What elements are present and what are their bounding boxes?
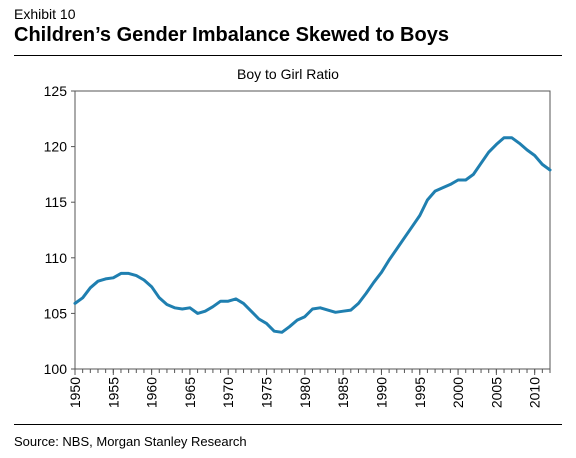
x-tick-label: 1955: [105, 377, 121, 408]
y-tick-label: 125: [44, 83, 68, 99]
plot-frame: [74, 90, 551, 370]
y-tick-label: 100: [44, 361, 68, 377]
exhibit-label: Exhibit 10: [14, 6, 76, 22]
x-tick-label: 1995: [412, 377, 428, 408]
y-tick-label: 120: [44, 139, 68, 155]
x-tick-label: 2000: [450, 377, 466, 408]
y-tick-label: 105: [44, 305, 68, 321]
x-tick-label: 1965: [182, 377, 198, 408]
x-tick-label: 1970: [220, 377, 236, 408]
x-tick-label: 2005: [488, 377, 504, 408]
y-tick-label: 115: [45, 194, 68, 210]
y-tick-label: 110: [45, 250, 68, 266]
series-line: [73, 136, 552, 334]
page-title: Children’s Gender Imbalance Skewed to Bo…: [14, 24, 449, 46]
x-tick-label: 1960: [144, 377, 160, 408]
title-divider: [14, 55, 562, 56]
x-tick-label: 1975: [259, 377, 275, 408]
chart-title: Boy to Girl Ratio: [237, 66, 339, 82]
x-tick-label: 2010: [527, 377, 543, 408]
source-note: Source: NBS, Morgan Stanley Research: [14, 434, 247, 449]
x-tick-label: 1980: [297, 377, 313, 408]
x-tick-label: 1990: [373, 377, 389, 408]
footer-divider: [14, 424, 562, 425]
x-tick-label: 1985: [335, 377, 351, 408]
x-tick-label: 1950: [67, 377, 83, 408]
